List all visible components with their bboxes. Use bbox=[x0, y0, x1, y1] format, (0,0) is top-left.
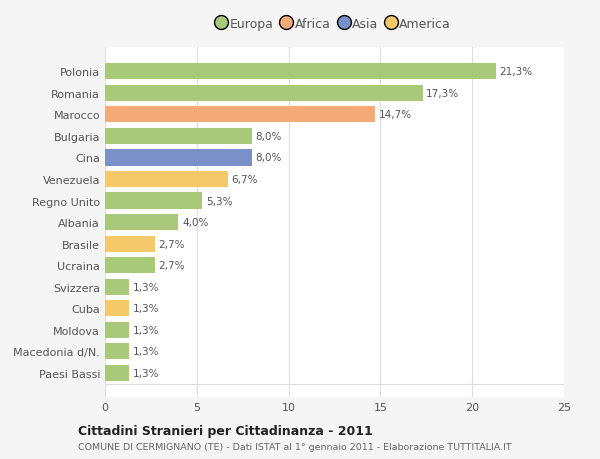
Bar bbox=[105, 193, 202, 209]
Text: 1,3%: 1,3% bbox=[133, 347, 159, 357]
Bar bbox=[105, 257, 155, 274]
Text: 17,3%: 17,3% bbox=[426, 89, 460, 99]
Text: 1,3%: 1,3% bbox=[133, 368, 159, 378]
Bar bbox=[105, 172, 228, 188]
Text: 5,3%: 5,3% bbox=[206, 196, 232, 206]
Bar bbox=[105, 279, 129, 295]
Text: 14,7%: 14,7% bbox=[379, 110, 412, 120]
Bar bbox=[105, 365, 129, 381]
Bar bbox=[105, 129, 252, 145]
Legend: Europa, Africa, Asia, America: Europa, Africa, Asia, America bbox=[213, 12, 456, 35]
Text: 2,7%: 2,7% bbox=[158, 261, 185, 271]
Text: 8,0%: 8,0% bbox=[256, 153, 282, 163]
Bar bbox=[105, 301, 129, 317]
Text: 6,7%: 6,7% bbox=[232, 174, 258, 185]
Text: 8,0%: 8,0% bbox=[256, 132, 282, 142]
Bar bbox=[105, 64, 496, 80]
Bar bbox=[105, 322, 129, 338]
Bar bbox=[105, 107, 375, 123]
Text: 2,7%: 2,7% bbox=[158, 239, 185, 249]
Bar bbox=[105, 85, 422, 102]
Bar bbox=[105, 214, 178, 231]
Text: 4,0%: 4,0% bbox=[182, 218, 208, 228]
Text: 1,3%: 1,3% bbox=[133, 325, 159, 335]
Bar bbox=[105, 343, 129, 360]
Text: Cittadini Stranieri per Cittadinanza - 2011: Cittadini Stranieri per Cittadinanza - 2… bbox=[78, 425, 373, 437]
Text: 1,3%: 1,3% bbox=[133, 303, 159, 313]
Text: 21,3%: 21,3% bbox=[500, 67, 533, 77]
Text: 1,3%: 1,3% bbox=[133, 282, 159, 292]
Bar bbox=[105, 236, 155, 252]
Bar bbox=[105, 150, 252, 166]
Text: COMUNE DI CERMIGNANO (TE) - Dati ISTAT al 1° gennaio 2011 - Elaborazione TUTTITA: COMUNE DI CERMIGNANO (TE) - Dati ISTAT a… bbox=[78, 442, 512, 451]
